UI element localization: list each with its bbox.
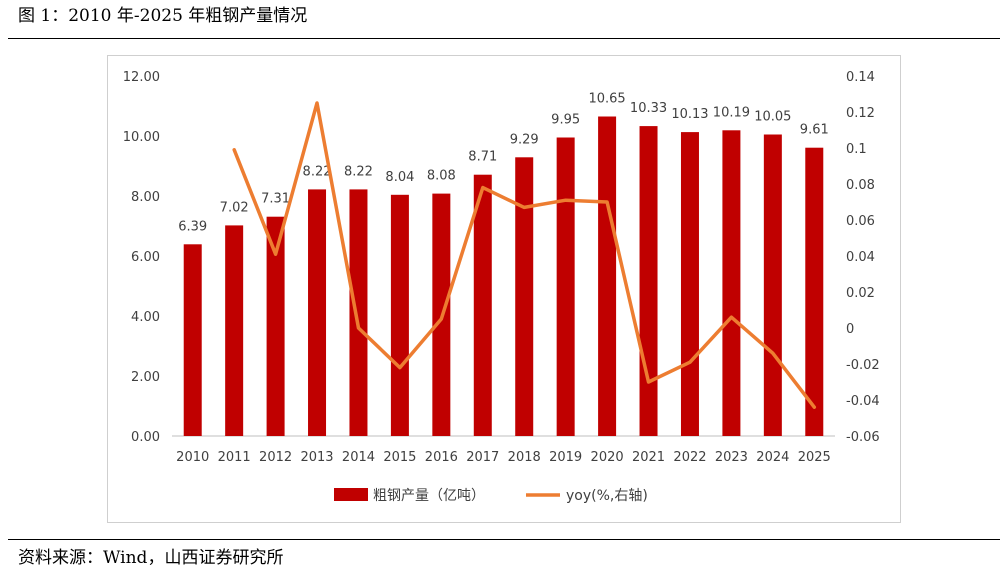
chart-frame [107,55,901,523]
bottom-rule [8,539,1000,540]
bar [722,130,741,437]
source-note: 资料来源：Wind，山西证券研究所 [18,548,284,568]
figure-title: 图 1：2010 年-2025 年粗钢产量情况 [18,6,308,26]
bar-data-label: 6.39 [178,219,207,234]
bar-data-label: 8.22 [303,164,332,179]
x-tick-label: 2016 [425,450,458,465]
bar [639,126,658,436]
bar [805,147,824,436]
bar [763,134,782,436]
y-right-tick-label: 0.1 [846,142,867,157]
x-tick-label: 2024 [756,450,789,465]
y-right-tick-label: 0.12 [846,106,875,121]
x-tick-label: 2022 [673,450,706,465]
legend-label-bar: 粗钢产量（亿吨） [373,488,485,504]
y-right-tick-label: -0.06 [846,430,880,445]
x-tick-label: 2018 [508,450,541,465]
bar [390,194,409,436]
y-left-tick-label: 6.00 [131,250,160,265]
bar [598,116,617,436]
y-left-tick-label: 8.00 [131,190,160,205]
y-left-tick-label: 10.00 [123,130,160,145]
bar-data-label: 9.61 [800,123,829,138]
x-tick-label: 2012 [259,450,292,465]
bar [349,189,368,436]
x-tick-label: 2011 [218,450,251,465]
bar [473,174,492,436]
x-tick-label: 2010 [176,450,209,465]
y-right-tick-label: 0 [846,322,854,337]
x-tick-label: 2014 [342,450,375,465]
bar-data-label: 7.31 [261,192,290,207]
x-tick-label: 2015 [383,450,416,465]
bar-data-label: 10.19 [713,105,750,120]
y-right-tick-label: 0.06 [846,214,875,229]
bar [183,244,202,436]
bar-data-label: 10.33 [630,101,667,116]
y-left-tick-label: 4.00 [131,310,160,325]
bar-data-label: 8.22 [344,164,373,179]
bar [556,137,575,436]
bar [515,157,534,437]
x-tick-label: 2025 [798,450,831,465]
y-right-tick-label: -0.04 [846,394,880,409]
y-right-tick-label: 0.14 [846,70,875,85]
bar [225,225,244,436]
bar-data-label: 10.05 [754,110,791,125]
bar-data-label: 9.95 [551,113,580,128]
y-right-tick-label: 0.08 [846,178,875,193]
bar-data-label: 9.29 [510,132,539,147]
y-right-tick-label: -0.02 [846,358,880,373]
bar [266,216,285,436]
bar [680,132,699,436]
bar-data-label: 10.65 [588,92,625,107]
x-tick-label: 2017 [466,450,499,465]
bar-data-label: 8.71 [468,150,497,165]
y-right-tick-label: 0.04 [846,250,875,265]
legend-label-line: yoy(%,右轴) [566,488,648,504]
bar-data-label: 7.02 [220,200,249,215]
x-tick-label: 2013 [300,450,333,465]
x-tick-label: 2021 [632,450,665,465]
y-right-tick-label: 0.02 [846,286,875,301]
bar-data-label: 10.13 [671,107,708,122]
x-tick-label: 2019 [549,450,582,465]
legend-swatch-bar [334,488,368,501]
y-left-tick-label: 2.00 [131,370,160,385]
bar [308,189,327,436]
x-tick-label: 2023 [715,450,748,465]
bar-data-label: 8.04 [385,170,414,185]
top-rule [8,38,1000,39]
y-left-tick-label: 0.00 [131,430,160,445]
y-left-tick-label: 12.00 [123,70,160,85]
bar-data-label: 8.08 [427,169,456,184]
x-tick-label: 2020 [591,450,624,465]
